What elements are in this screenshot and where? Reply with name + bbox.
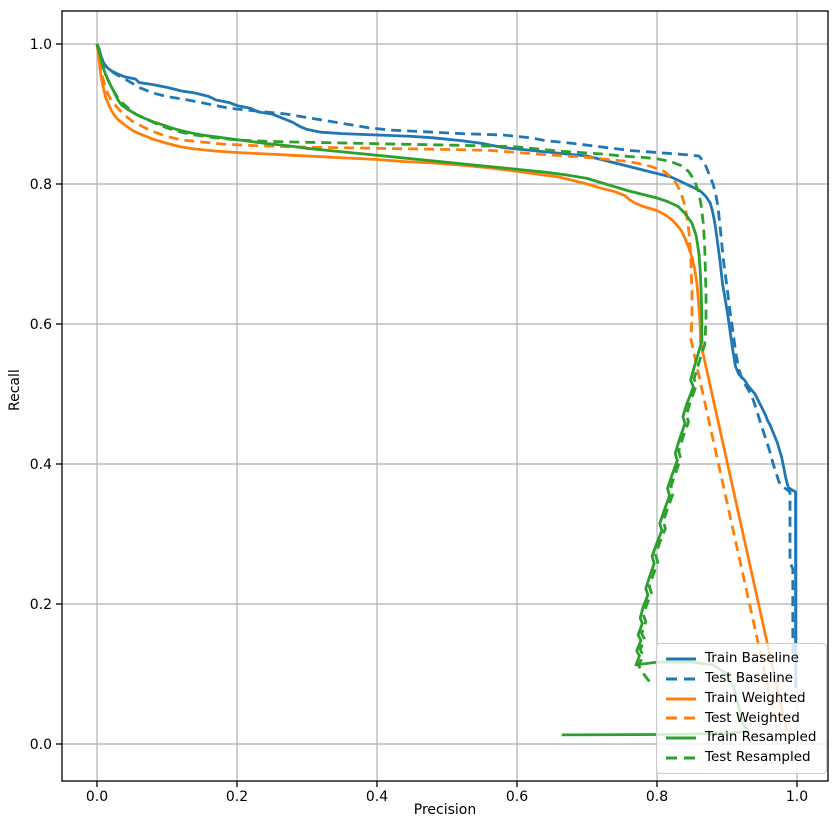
curve-train-baseline: [95, 43, 797, 688]
x-tick-label: 0.4: [366, 789, 388, 805]
legend-label-train-baseline: Train Baseline: [705, 650, 799, 667]
legend-line-sample-test-baseline: [666, 677, 696, 681]
y-axis-label: Recall: [7, 369, 23, 411]
legend-item-train-baseline: Train Baseline: [665, 650, 818, 669]
y-tick-label: 1.0: [30, 37, 52, 53]
curve-test-resampled: [95, 43, 708, 684]
legend-line-sample-train-baseline: [666, 657, 696, 661]
legend-item-test-resampled: Test Resampled: [665, 748, 818, 767]
legend-label-train-weighted: Train Weighted: [705, 689, 806, 706]
legend-item-test-weighted: Test Weighted: [665, 709, 818, 728]
x-tick-label: 1.0: [786, 789, 808, 805]
legend: Train Baseline Test Baseline Train Weigh…: [656, 643, 827, 774]
y-tick-label: 0.2: [30, 597, 52, 613]
legend-label-train-resampled: Train Resampled: [705, 729, 817, 746]
y-tick-label: 0.6: [30, 317, 52, 333]
plot-border: [61, 10, 829, 782]
legend-line-sample-test-weighted: [666, 716, 696, 720]
x-tick-label: 0.6: [506, 789, 528, 805]
legend-item-test-baseline: Test Baseline: [665, 669, 818, 688]
legend-label-test-weighted: Test Weighted: [705, 709, 800, 726]
legend-label-test-baseline: Test Baseline: [705, 670, 794, 687]
x-tick-label: 0.8: [646, 789, 668, 805]
legend-item-train-resampled: Train Resampled: [665, 729, 818, 748]
y-tick-label: 0.8: [30, 177, 52, 193]
y-tick-label: 0.4: [30, 457, 52, 473]
y-tick-label: 0.0: [30, 737, 52, 753]
legend-label-test-resampled: Test Resampled: [705, 748, 811, 765]
curve-test-baseline: [95, 43, 795, 653]
legend-line-sample-train-resampled: [666, 736, 696, 740]
x-tick-label: 0.0: [86, 789, 108, 805]
legend-line-sample-train-weighted: [666, 697, 696, 701]
legend-item-train-weighted: Train Weighted: [665, 689, 818, 708]
curve-test-weighted: [95, 43, 779, 731]
x-axis-label: Precision: [413, 802, 477, 818]
x-tick-label: 0.2: [226, 789, 248, 805]
curve-train-weighted: [95, 43, 788, 731]
legend-line-sample-test-resampled: [666, 756, 696, 760]
